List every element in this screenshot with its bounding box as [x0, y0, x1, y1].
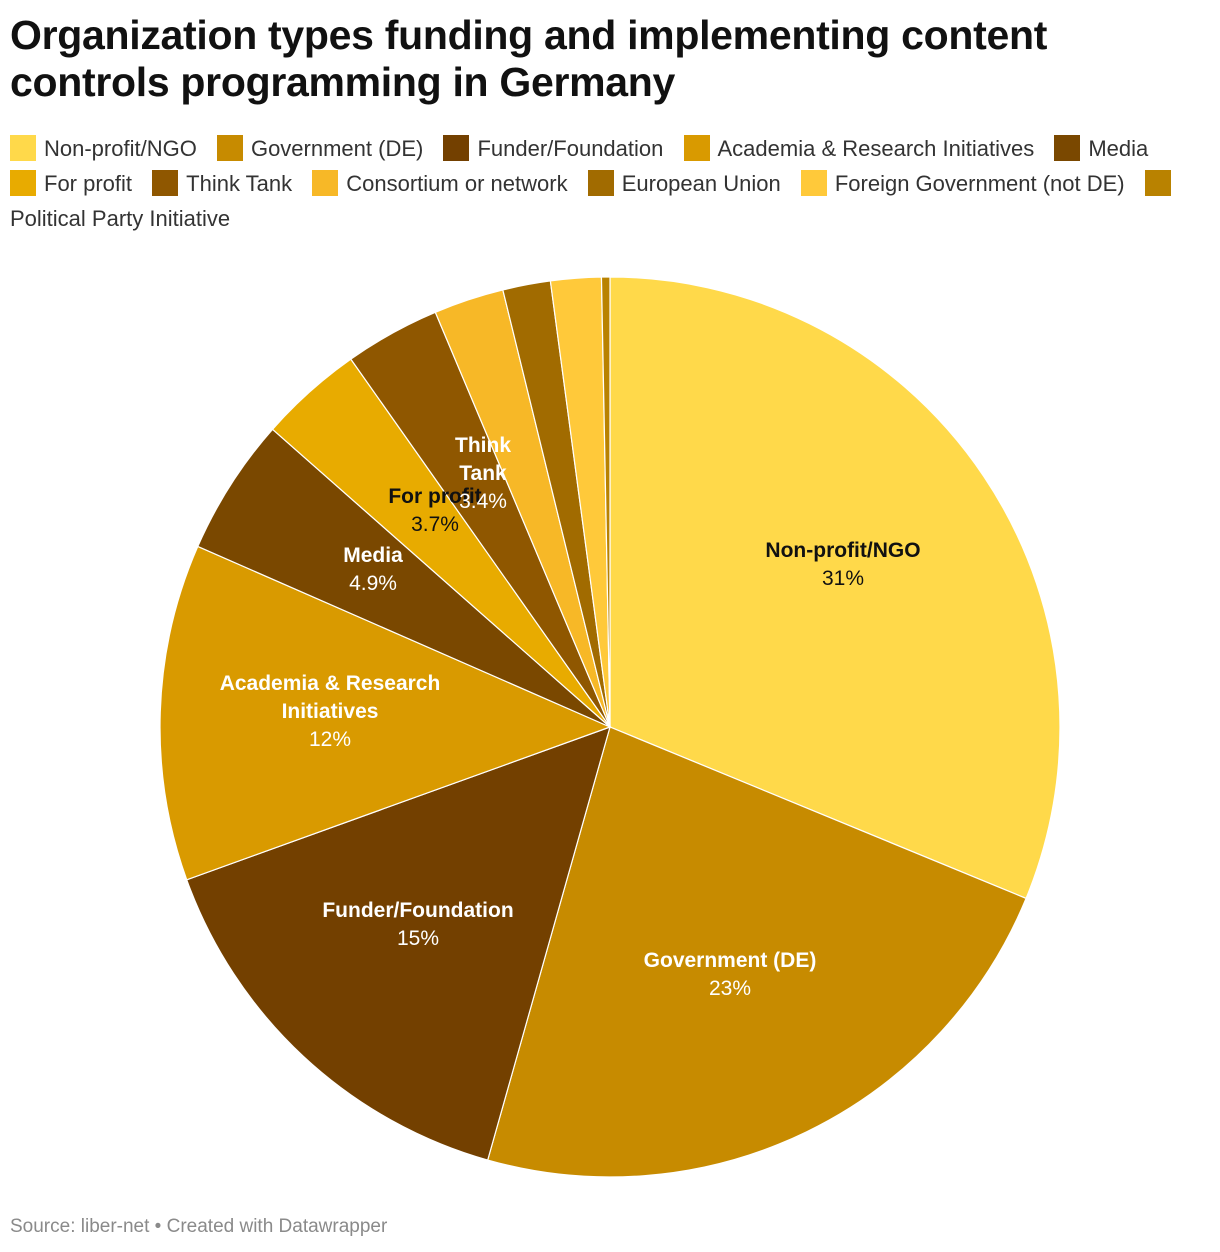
slice-label: Funder/Foundation [322, 899, 513, 922]
slice-label: Non-profit/NGO [765, 539, 920, 562]
slice-value-label: 3.7% [411, 513, 459, 536]
slice-value-label: 12% [309, 728, 351, 751]
legend-swatch [10, 135, 36, 161]
legend-label: Political Party Initiative [10, 206, 231, 231]
pie-slice [600, 276, 611, 728]
chart-title: Organization types funding and implement… [10, 12, 1048, 105]
chart-legend: Non-profit/NGO Government (DE) Funder/Fo… [10, 131, 1200, 236]
legend-label: Academia & Research Initiatives [717, 136, 1035, 161]
legend-item: European Union [587, 170, 781, 196]
legend-label: Non-profit/NGO [44, 136, 197, 161]
pie-slice [609, 276, 1061, 900]
pie-slice [159, 545, 612, 881]
legend-swatch [1054, 135, 1081, 161]
slice-value-label: 3.4% [459, 490, 507, 513]
legend-item: Academia & Research Initiatives [683, 135, 1035, 161]
legend-swatch [312, 170, 339, 196]
legend-item: For profit [10, 170, 133, 196]
legend-label: European Union [621, 171, 781, 196]
legend-item: Government (DE) [216, 135, 424, 161]
legend-label: Foreign Government (not DE) [834, 171, 1125, 196]
slice-label: Initiatives [282, 700, 379, 723]
slice-value-label: 4.9% [349, 572, 397, 595]
legend-item: Political Party Initiative [10, 170, 1179, 231]
legend-item: Non-profit/NGO [10, 135, 197, 161]
slice-value-label: 31% [822, 567, 864, 590]
legend-swatch [10, 170, 36, 196]
legend-swatch [800, 170, 827, 196]
legend-item: Media [1054, 135, 1149, 161]
legend-label: Funder/Foundation [477, 136, 664, 161]
legend-swatch [152, 170, 179, 196]
legend-label: Government (DE) [250, 136, 424, 161]
legend-item: Foreign Government (not DE) [800, 170, 1125, 196]
slice-value-label: 23% [709, 977, 751, 1000]
slice-label: Government (DE) [644, 949, 817, 972]
legend-swatch [216, 135, 243, 161]
legend-item: Think Tank [152, 170, 293, 196]
slice-label: Media [343, 544, 403, 567]
legend-item: Funder/Foundation [443, 135, 664, 161]
legend-label: Consortium or network [346, 171, 568, 196]
legend-label: Media [1088, 136, 1149, 161]
source-footer: Source: liber-net • Created with Datawra… [10, 1216, 388, 1237]
legend-swatch [443, 135, 470, 161]
slice-label: Academia & Research [220, 672, 441, 695]
pie-slice [185, 726, 611, 1161]
legend-label: For profit [44, 171, 133, 196]
legend-swatch [683, 135, 710, 161]
slice-label: Tank [459, 462, 507, 485]
slice-label: For profit [388, 485, 481, 508]
legend-swatch [1144, 170, 1171, 196]
slice-label: Think [455, 434, 511, 457]
legend-item: Consortium or network [312, 170, 568, 196]
pie-chart: Non-profit/NGO 31% Government (DE) 23% Funde… [159, 276, 1061, 1178]
pie-slice [486, 726, 1027, 1178]
slice-value-label: 15% [397, 927, 439, 950]
legend-swatch [587, 170, 614, 196]
legend-label: Think Tank [186, 171, 293, 196]
